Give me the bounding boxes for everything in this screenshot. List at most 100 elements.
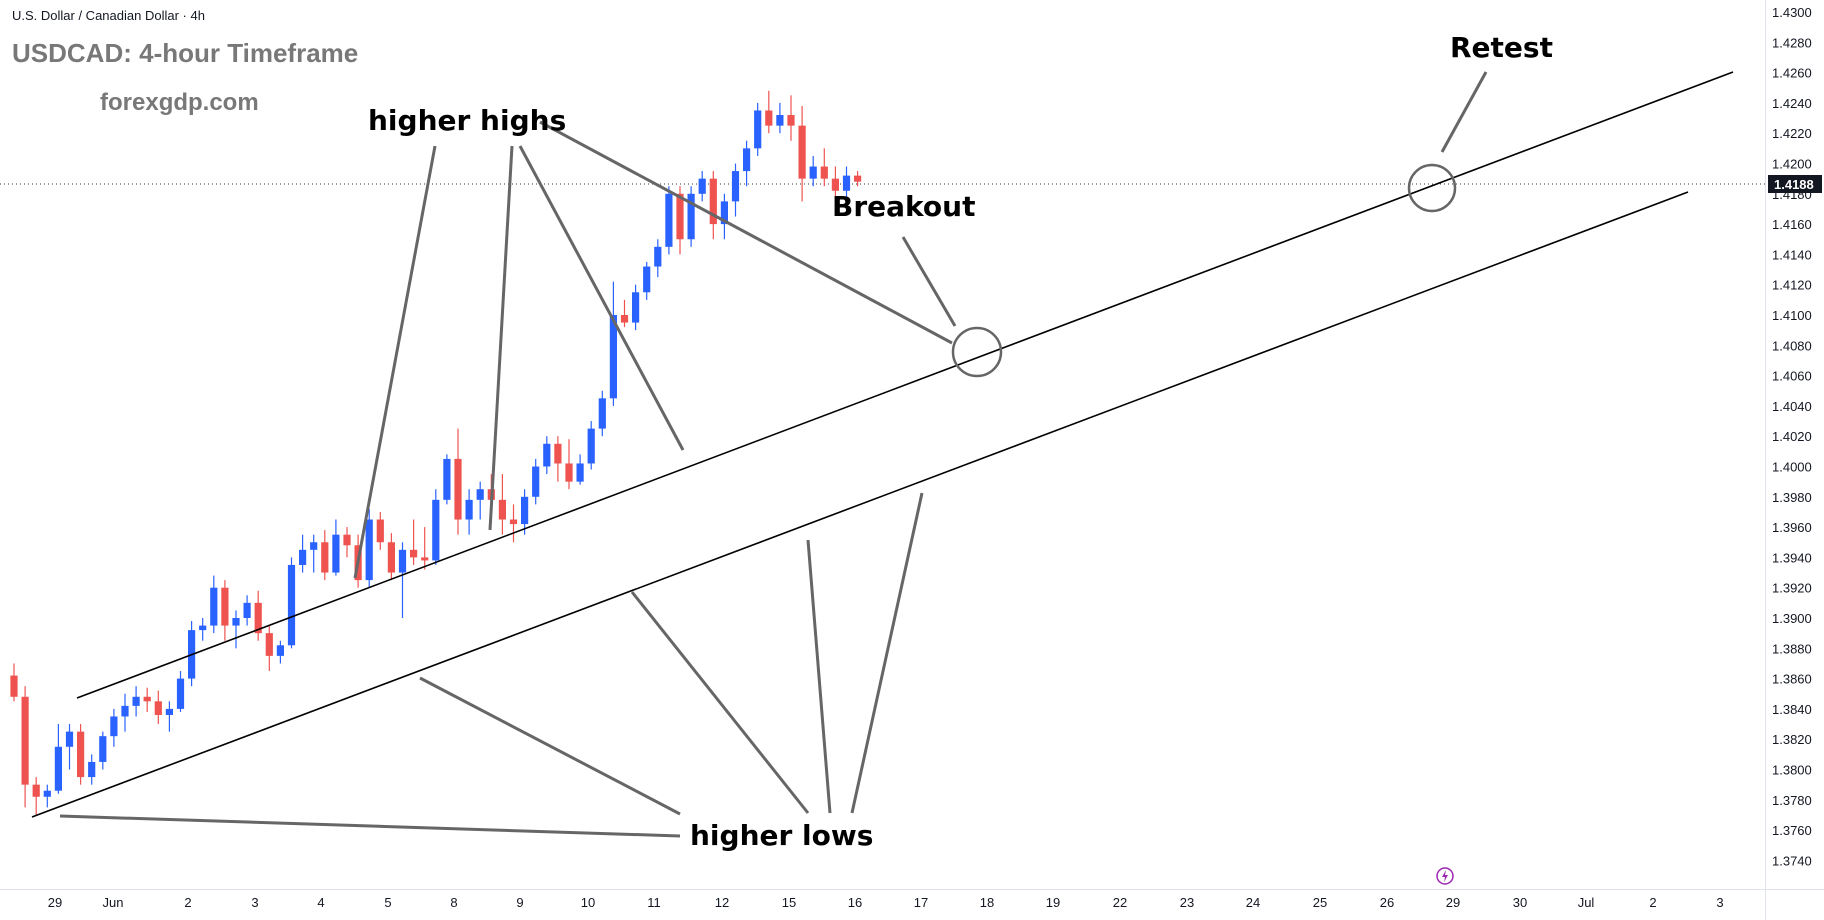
price-tick-label: 1.4200 [1772,157,1812,172]
candle-body [709,178,717,225]
candle-body [620,315,629,323]
candle [221,580,229,641]
candle-body [632,292,640,323]
candle-body [731,171,740,202]
price-tick-label: 1.4120 [1772,278,1812,293]
candle-body [65,731,74,747]
retest-label: Retest [1450,31,1553,64]
time-tick-label: 5 [384,895,391,910]
candle [332,519,340,576]
price-tick-label: 1.4100 [1772,308,1812,323]
candle [176,671,185,712]
candle-body [365,519,373,581]
candle-body [243,602,251,618]
candlesticks [10,90,862,815]
candle-body [765,110,773,126]
candle-body [521,496,529,525]
candle [654,239,662,278]
candle-body [698,178,706,194]
channel-lower-line [31,191,1689,818]
time-axis[interactable]: 29 Jun 2 3 4 5 8 9 10 11 12 15 16 17 18 19 22 23 24 25 26 29 3… [48,895,1724,910]
candle [199,618,207,641]
candle-body [443,458,451,500]
breakout-pointer [901,236,957,327]
higher-lows-pointers [419,492,924,816]
candle [454,428,462,535]
candle [820,148,828,187]
candle-body [77,731,85,778]
candle [743,140,751,187]
candle [532,458,540,505]
candle [543,436,551,475]
time-tick-label: 25 [1313,895,1327,910]
candle [720,193,728,240]
candle [254,590,262,641]
candle-body [410,549,418,558]
time-tick-label: 9 [516,895,523,910]
candle [731,163,740,217]
time-tick-label: 30 [1513,895,1527,910]
breakout-label: Breakout [832,190,975,223]
candle-body [454,458,462,520]
time-tick-label: 8 [450,895,457,910]
price-tick-label: 1.4240 [1772,96,1812,111]
candle-body [576,463,584,482]
price-tick-label: 1.4140 [1772,247,1812,262]
candle [43,784,51,808]
candle [232,610,240,649]
retest-pointer [1440,71,1488,153]
time-tick-label: 24 [1246,895,1260,910]
price-axis[interactable]: 1.4300 1.4280 1.4260 1.4240 1.4220 1.4200 1.41… [1772,5,1812,868]
price-tick-label: 1.3760 [1772,823,1812,838]
candle [598,390,606,437]
price-tick-label: 1.4160 [1772,217,1812,232]
candle-body [743,148,751,172]
candle [77,724,85,785]
price-tick-label: 1.3740 [1772,853,1812,868]
candle [265,625,273,672]
price-tick-label: 1.4260 [1772,66,1812,81]
lightning-icon[interactable] [1436,867,1454,885]
candle-body [287,564,296,646]
candle [643,261,651,300]
candle [376,511,384,550]
candle-body [498,499,506,520]
candle [210,575,218,634]
candle [287,557,296,649]
candle-body [687,193,695,240]
candle [365,508,373,588]
candle-body [676,193,684,240]
time-tick-label: 2 [184,895,191,910]
candle [421,527,429,570]
candle [498,474,506,535]
candle-body [99,736,107,762]
candle-body [143,696,151,702]
higher-lows-baseline [59,814,681,838]
candle [410,519,418,565]
time-tick-label: 17 [914,895,928,910]
candle [798,105,806,202]
candle [776,102,784,134]
candle [321,530,329,581]
candle [65,724,74,770]
candle [576,454,584,485]
candle-body [310,542,318,550]
price-tick-label: 1.4040 [1772,399,1812,414]
candle [665,186,673,255]
candle-body [554,443,562,464]
candle [121,693,129,732]
candle-body [299,549,307,565]
price-tick-label: 1.3980 [1772,490,1812,505]
time-tick-label: 2 [1649,895,1656,910]
candle [10,663,18,702]
time-tick-label: 18 [980,895,994,910]
candle [554,436,562,482]
candle [165,701,173,732]
higher-highs-pointers [353,120,953,579]
candle-body [265,633,273,656]
candle-body [854,175,862,182]
candle-body [210,587,218,626]
price-tick-label: 1.3860 [1772,672,1812,687]
candle-body [421,557,429,561]
